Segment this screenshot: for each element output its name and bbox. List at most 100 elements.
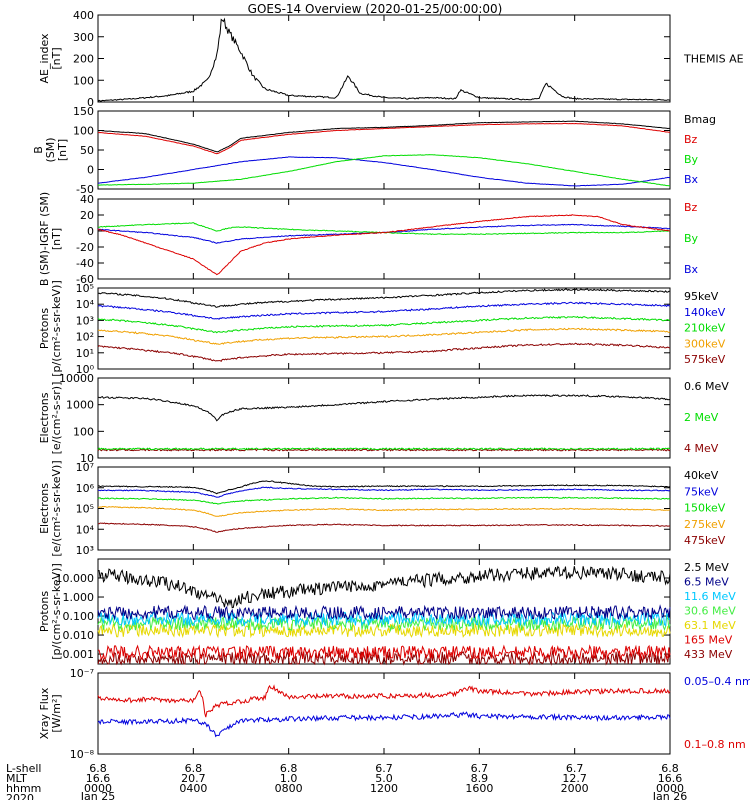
y-axis-label-line: [nT]: [56, 139, 69, 161]
y-tick-label: -40: [76, 257, 94, 270]
panel-frame: [97, 672, 671, 755]
xaxis-hhmm-value: 0400: [179, 782, 207, 795]
y-axis-label: Electrons [e/(cm²-s-sr-keV)]: [38, 460, 63, 556]
y-tick-label: 10.000: [56, 572, 95, 585]
legend-entry: Bmag: [684, 113, 716, 126]
y-axis-label-line: Electrons: [38, 392, 51, 443]
y-tick-label: 100: [73, 125, 94, 138]
series-line: [98, 505, 671, 517]
y-axis-label-line: [p/(cm²-s-sr-keV)]: [50, 563, 63, 660]
xaxis-hhmm-value: 0800: [275, 782, 303, 795]
xaxis-row-label: MLT: [6, 772, 27, 785]
y-tick-label: 1000: [66, 399, 94, 412]
xaxis-hhmm-value: 1200: [370, 782, 398, 795]
series-line: [97, 120, 670, 153]
y-axis-label-line: Protons: [38, 591, 51, 632]
panel-frame: [97, 377, 671, 459]
series-line: [97, 565, 671, 609]
y-tick-label: 10000: [59, 372, 94, 385]
legend-entry: 6.5 MeV: [684, 576, 729, 589]
xaxis-lshell-value: 6.8: [661, 762, 679, 775]
y-tick-label: 100: [73, 74, 94, 87]
xaxis-mlt-value: 20.7: [181, 772, 206, 785]
legend-entry: 95keV: [684, 290, 719, 303]
y-tick-label: 20: [80, 209, 94, 222]
panel-frame: [97, 110, 671, 190]
series-line: [97, 394, 670, 422]
y-tick-label: 150: [73, 105, 94, 118]
y-axis-label: Electrons [e/(cm²-s-sr)]: [38, 382, 63, 455]
y-axis-label-line: (SM): [44, 137, 57, 162]
panel-frame: [97, 14, 671, 103]
y-tick-label: 300: [73, 31, 94, 44]
xaxis-mlt-value: 5.0: [375, 772, 393, 785]
y-axis-label-line: Xray Flux: [38, 687, 51, 739]
series-line: [97, 448, 671, 452]
y-axis-label-line: B (SM)-IGRF (SM): [38, 192, 51, 286]
series-line: [97, 684, 671, 718]
y-tick-label: -50: [76, 183, 94, 196]
xaxis-lshell-value: 6.7: [375, 762, 393, 775]
y-tick-label: -20: [76, 241, 94, 254]
y-axis-label: Xray Flux [W/m²]: [38, 687, 63, 739]
legend-entry: 300keV: [684, 337, 726, 350]
xaxis-hhmm-value: 1600: [465, 782, 493, 795]
y-tick-label: -60: [76, 273, 94, 286]
legend-entry: 475keV: [684, 534, 726, 547]
series-line: [98, 156, 671, 187]
y-tick-label: 0.010: [63, 629, 95, 642]
panel-frame: [97, 198, 671, 280]
series-line: [97, 327, 671, 345]
xaxis-row-label: L-shell: [6, 762, 42, 775]
y-tick-label: 50: [80, 144, 94, 157]
legend-entry: 210keV: [684, 322, 726, 335]
xaxis-hhmm-value: 2000: [561, 782, 589, 795]
series-line: [97, 315, 671, 334]
series-line: [97, 496, 671, 505]
y-tick-label: 10⁷: [76, 461, 94, 474]
legend-entry: By: [684, 153, 699, 166]
y-axis-label-line: [p/(cm²-s-sr-keV)]: [50, 280, 63, 377]
legend-entry: Bx: [684, 173, 699, 186]
y-tick-label: 10³: [76, 314, 94, 327]
series-line: [97, 301, 670, 320]
legend-entry: 2 MeV: [684, 411, 719, 424]
y-tick-label: 10³: [76, 544, 94, 557]
series-line: [97, 288, 670, 308]
y-axis-label-line: [nT]: [50, 228, 63, 250]
figure-title: GOES-14 Overview (2020-01-25/00:00:00): [248, 2, 503, 16]
y-axis-label-line: [W/m²]: [50, 694, 63, 732]
legend-entry: 0.6 MeV: [684, 380, 729, 393]
legend-entry: 11.6 MeV: [684, 590, 736, 603]
panel-frame: [97, 466, 671, 551]
y-tick-label: 400: [73, 9, 94, 22]
y-tick-label: 10⁵: [76, 503, 94, 516]
xaxis-lshell-value: 6.8: [89, 762, 107, 775]
xaxis-date-value: Jan 25: [80, 790, 115, 800]
y-axis-label: AE_index [nT]: [38, 33, 63, 84]
y-axis-label-line: [nT]: [50, 47, 63, 69]
legend-entry: Bz: [684, 201, 698, 214]
series-line: [97, 214, 671, 276]
series-line: [97, 604, 671, 621]
xaxis-mlt-value: 16.6: [86, 772, 111, 785]
y-tick-label: 100: [73, 425, 94, 438]
series-line: [97, 644, 671, 661]
legend-entry: 275keV: [684, 518, 726, 531]
xaxis-mlt-value: 16.6: [658, 772, 683, 785]
legend-entry: 0.05–0.4 nm: [684, 675, 750, 688]
y-axis-label: Protons [p/(cm²-s-sr-keV)]: [38, 280, 63, 377]
legend-entry: 2.5 MeV: [684, 561, 729, 574]
legend-entry: 433 MeV: [684, 648, 733, 661]
legend-entry: 63.1 MeV: [684, 619, 736, 632]
series-line: [97, 447, 671, 451]
y-tick-label: 10⁰: [76, 363, 95, 376]
legend-entry: THEMIS AE: [683, 53, 744, 66]
legend-entry: 0.1–0.8 nm: [684, 738, 746, 751]
y-tick-label: 0: [87, 225, 94, 238]
y-tick-label: 10: [80, 452, 94, 465]
legend-entry: 140keV: [684, 306, 726, 319]
y-tick-label: 10²: [76, 331, 94, 344]
y-tick-label: 200: [73, 53, 94, 66]
